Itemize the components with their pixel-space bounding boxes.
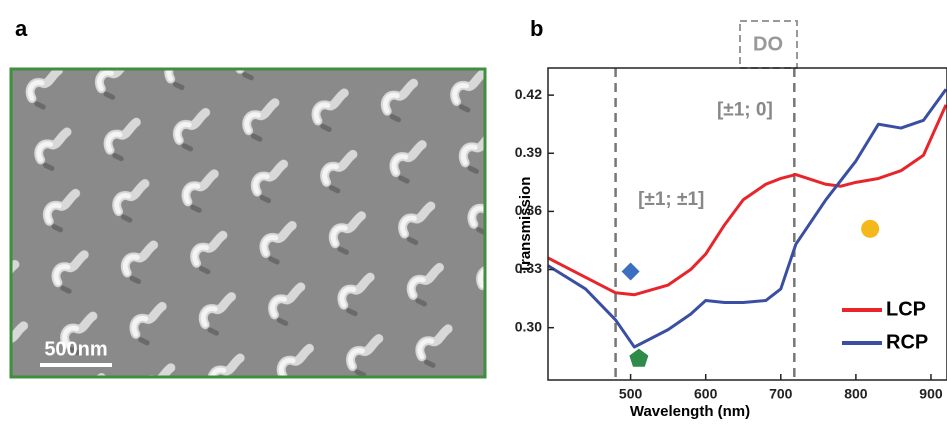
plot-frame [547,67,947,381]
panel-label: a [15,16,28,41]
scale-bar [40,363,112,367]
y-tick-label: 0.36 [515,202,542,218]
x-tick-label: 900 [919,386,943,402]
y-tick-label: 0.33 [515,260,542,276]
x-axis-label: Wavelength (nm) [630,403,750,420]
x-tick-label: 700 [769,386,793,402]
annotation: [±1; ±1] [638,189,704,210]
scale-bar-label: 500nm [44,338,107,360]
panel-label: b [530,16,543,41]
legend-label: RCP [886,331,928,353]
line-series [548,88,947,349]
y-axis-label: Transmission [517,177,534,274]
x-tick-label: 500 [619,386,643,402]
x-tick-label: 600 [694,386,718,402]
y-tick-label: 0.42 [515,86,542,102]
line-series [548,104,947,297]
marker [861,219,880,238]
marker [621,262,640,281]
y-tick-label: 0.30 [515,318,542,334]
sem-texture [11,69,485,377]
x-tick-label: 800 [844,386,868,402]
y-tick-label: 0.39 [515,144,542,160]
legend-label: LCP [886,298,926,320]
image-frame [9,67,487,379]
do-label: DO [753,33,783,55]
marker [629,348,649,367]
annotation: [±1; 0] [717,100,773,121]
